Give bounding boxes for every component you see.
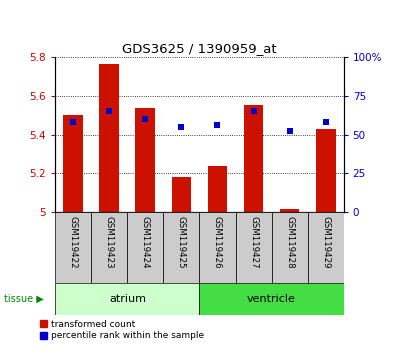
- Bar: [164, 212, 199, 283]
- Bar: [272, 212, 308, 283]
- Point: [178, 124, 184, 130]
- Point: [322, 119, 329, 125]
- Bar: [100, 64, 119, 212]
- Bar: [55, 283, 199, 315]
- Text: GSM119427: GSM119427: [249, 216, 258, 269]
- Bar: [135, 108, 155, 212]
- Text: GSM119424: GSM119424: [141, 216, 150, 269]
- Bar: [91, 212, 127, 283]
- Point: [70, 119, 77, 125]
- Title: GDS3625 / 1390959_at: GDS3625 / 1390959_at: [122, 42, 277, 56]
- Text: GSM119426: GSM119426: [213, 216, 222, 269]
- Bar: [199, 212, 235, 283]
- Bar: [235, 212, 272, 283]
- Text: atrium: atrium: [109, 294, 146, 304]
- Bar: [199, 283, 344, 315]
- Legend: transformed count, percentile rank within the sample: transformed count, percentile rank withi…: [40, 320, 204, 340]
- Point: [142, 116, 149, 122]
- Bar: [316, 129, 335, 212]
- Point: [106, 108, 113, 114]
- Text: GSM119423: GSM119423: [105, 216, 114, 269]
- Bar: [127, 212, 164, 283]
- Bar: [208, 166, 228, 212]
- Text: GSM119425: GSM119425: [177, 216, 186, 269]
- Point: [286, 129, 293, 134]
- Text: GSM119428: GSM119428: [285, 216, 294, 269]
- Text: GSM119429: GSM119429: [321, 216, 330, 268]
- Text: ventricle: ventricle: [247, 294, 296, 304]
- Bar: [280, 209, 299, 212]
- Text: GSM119422: GSM119422: [69, 216, 78, 269]
- Point: [214, 122, 221, 128]
- Bar: [64, 115, 83, 212]
- Bar: [55, 212, 91, 283]
- Bar: [244, 105, 263, 212]
- Bar: [308, 212, 344, 283]
- Text: tissue ▶: tissue ▶: [4, 294, 44, 304]
- Bar: [171, 177, 191, 212]
- Point: [250, 108, 257, 114]
